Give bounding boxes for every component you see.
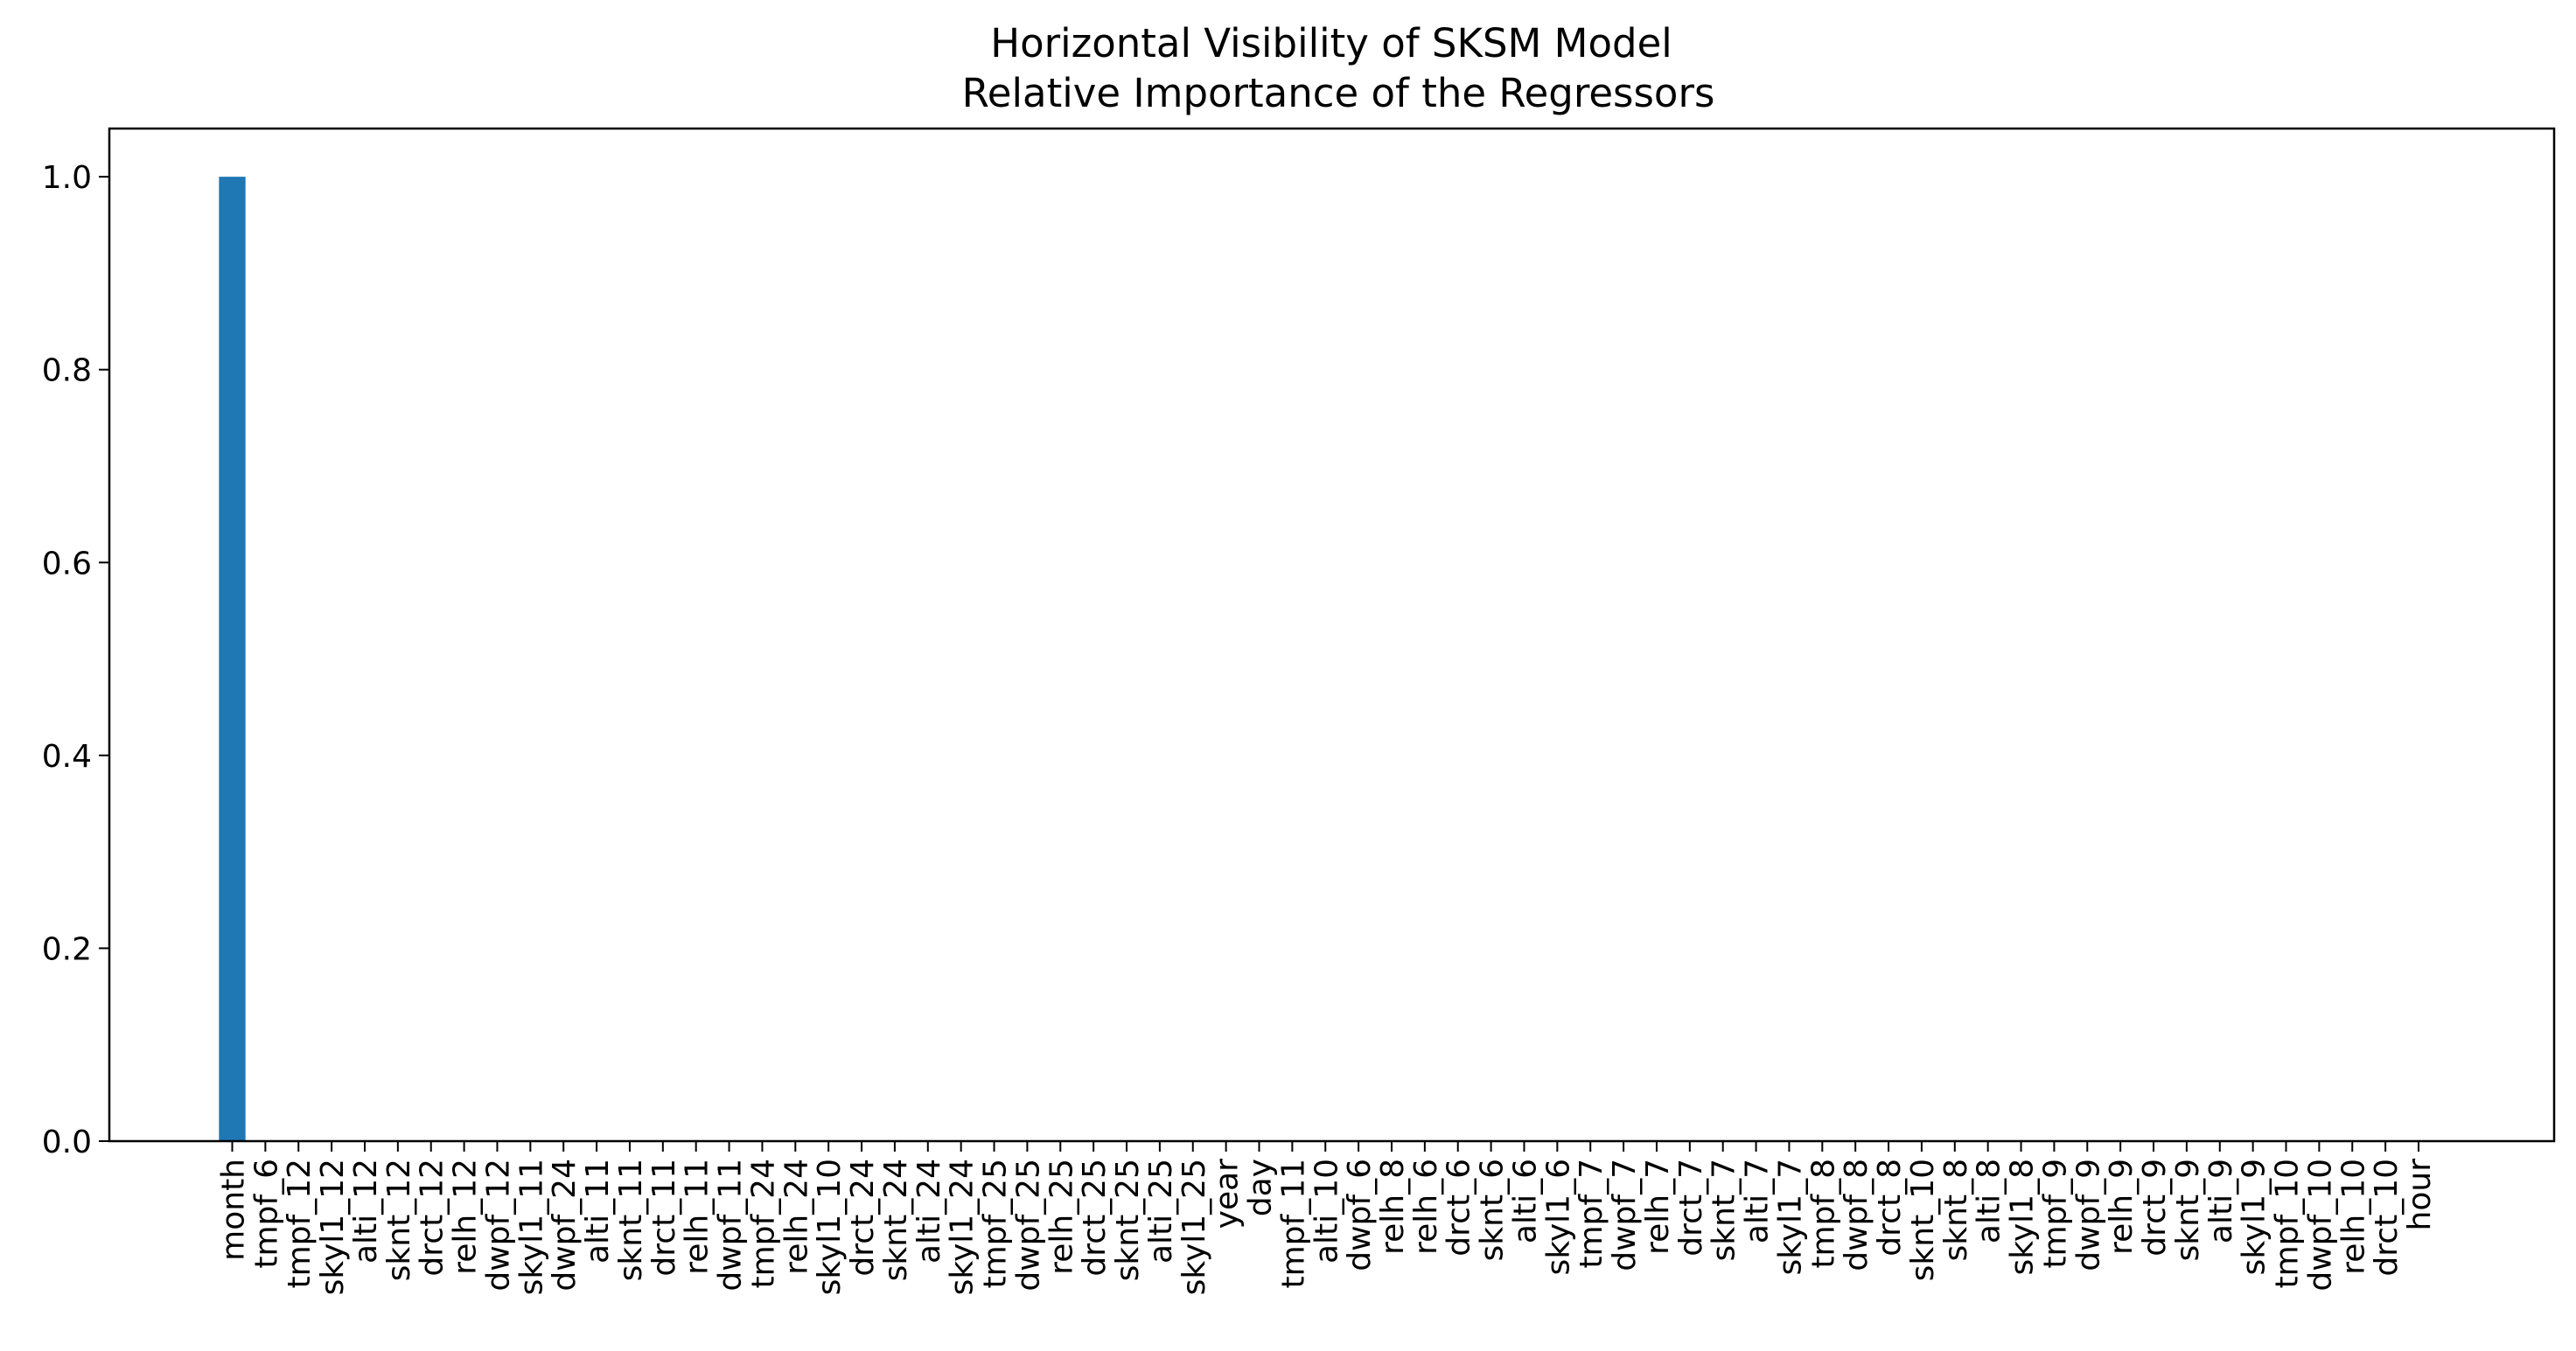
bar-month — [219, 177, 246, 1142]
x-tick-label: sknt_11 — [613, 1159, 649, 1281]
chart-subtitle: Relative Importance of the Regressors — [962, 70, 1715, 116]
x-tick-label: day — [1243, 1159, 1279, 1216]
x-tick-label: drct_6 — [1442, 1159, 1477, 1257]
x-tick-label: relh_6 — [1408, 1159, 1444, 1255]
x-tick-label: alti_6 — [1507, 1159, 1543, 1243]
x-tick-label: sknt_25 — [1110, 1159, 1146, 1281]
x-tick-label: alti_7 — [1740, 1159, 1776, 1243]
x-axis: monthtmpf_6tmpf_12skyl1_12alti_12sknt_12… — [216, 1141, 2438, 1295]
x-tick-label: skyl1_24 — [945, 1159, 981, 1295]
x-tick-label: tmpf_9 — [2037, 1159, 2073, 1269]
x-tick-label: tmpf_24 — [745, 1159, 781, 1289]
x-tick-label: sknt_7 — [1707, 1159, 1742, 1261]
x-tick-label: alti_25 — [1143, 1159, 1179, 1264]
y-tick-label: 1.0 — [42, 160, 92, 196]
x-tick-label: dwpf_10 — [2302, 1159, 2338, 1292]
x-tick-label: drct_25 — [1077, 1159, 1113, 1277]
x-tick-label: month — [216, 1159, 252, 1261]
x-tick-label: sknt_24 — [878, 1159, 914, 1281]
x-tick-label: relh_25 — [1044, 1159, 1079, 1275]
x-tick-label: skyl1_12 — [315, 1159, 351, 1295]
x-tick-label: skyl1_6 — [1540, 1159, 1576, 1275]
x-tick-label: drct_8 — [1872, 1159, 1908, 1257]
x-tick-label: skyl1_7 — [1772, 1159, 1808, 1275]
x-tick-label: relh_12 — [448, 1159, 484, 1275]
y-tick-label: 0.4 — [42, 739, 92, 775]
x-tick-label: tmpf_25 — [978, 1159, 1014, 1289]
x-tick-label: skyl1_25 — [1176, 1159, 1212, 1295]
x-tick-label: alti_9 — [2203, 1159, 2239, 1243]
x-tick-label: alti_24 — [911, 1159, 947, 1264]
x-tick-label: tmpf_7 — [1574, 1159, 1609, 1269]
x-tick-label: tmpf_11 — [1275, 1159, 1311, 1289]
x-tick-label: sknt_8 — [1938, 1159, 1974, 1261]
y-tick-label: 0.8 — [42, 353, 92, 389]
x-tick-label: tmpf_10 — [2270, 1159, 2306, 1289]
x-tick-label: alti_11 — [580, 1159, 616, 1264]
x-tick-label: hour — [2402, 1159, 2438, 1231]
x-tick-label: tmpf_6 — [248, 1159, 284, 1269]
x-tick-label: relh_8 — [1375, 1159, 1411, 1255]
x-tick-label: sknt_10 — [1905, 1159, 1941, 1281]
x-tick-label: dwpf_7 — [1607, 1159, 1643, 1271]
x-tick-label: tmpf_12 — [282, 1159, 318, 1289]
x-tick-label: alti_8 — [1972, 1159, 2007, 1243]
x-tick-label: dwpf_9 — [2070, 1159, 2106, 1271]
y-axis: 0.0 0.2 0.4 0.6 0.8 1.0 — [42, 160, 109, 1160]
x-tick-label: dwpf_24 — [547, 1159, 583, 1292]
x-tick-label: tmpf_8 — [1805, 1159, 1841, 1269]
x-tick-label: drct_12 — [415, 1159, 450, 1277]
y-tick-label: 0.0 — [42, 1125, 92, 1160]
x-tick-label: dwpf_11 — [713, 1159, 749, 1292]
x-tick-label: drct_9 — [2137, 1159, 2173, 1257]
x-tick-label: dwpf_12 — [480, 1159, 516, 1292]
y-tick-label: 0.2 — [42, 931, 92, 967]
x-tick-label: relh_11 — [680, 1159, 716, 1275]
bars-group — [219, 177, 246, 1142]
x-tick-label: dwpf_6 — [1342, 1159, 1378, 1271]
x-tick-label: drct_11 — [646, 1159, 682, 1277]
x-tick-label: relh_24 — [778, 1159, 814, 1275]
x-tick-label: drct_7 — [1673, 1159, 1709, 1257]
x-tick-label: relh_9 — [2104, 1159, 2140, 1255]
x-tick-label: sknt_12 — [381, 1159, 417, 1281]
plot-frame — [108, 127, 2556, 1143]
x-tick-label: alti_10 — [1309, 1159, 1344, 1264]
x-tick-label: skyl1_8 — [2005, 1159, 2041, 1275]
x-tick-label: relh_10 — [2335, 1159, 2371, 1275]
x-tick-label: relh_7 — [1640, 1159, 1676, 1255]
y-tick-label: 0.6 — [42, 546, 92, 581]
x-tick-label: skyl1_10 — [812, 1159, 848, 1295]
x-tick-label: dwpf_8 — [1839, 1159, 1874, 1271]
x-tick-label: skyl1_11 — [513, 1159, 549, 1295]
x-tick-label: alti_12 — [348, 1159, 384, 1264]
x-tick-label: dwpf_25 — [1010, 1159, 1046, 1292]
chart-title: Horizontal Visibility of SKSM Model — [990, 20, 1672, 66]
x-tick-label: drct_24 — [845, 1159, 881, 1277]
x-tick-label: skyl1_9 — [2237, 1159, 2272, 1275]
x-tick-label: sknt_9 — [2170, 1159, 2206, 1261]
x-tick-label: drct_10 — [2369, 1159, 2405, 1277]
x-tick-label: sknt_6 — [1475, 1159, 1511, 1261]
x-tick-label: year — [1210, 1159, 1246, 1229]
